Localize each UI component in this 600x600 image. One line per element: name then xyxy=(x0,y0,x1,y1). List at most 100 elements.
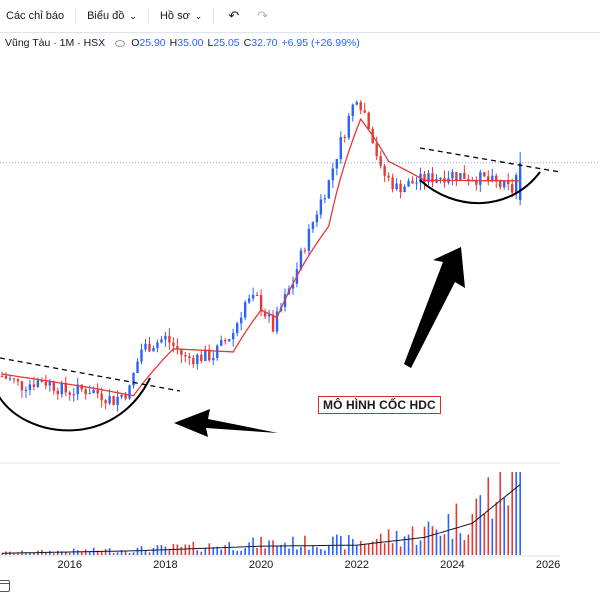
volume-bar xyxy=(204,547,207,555)
volume-bar xyxy=(499,472,502,555)
candle-body xyxy=(439,177,442,180)
candle-body xyxy=(239,317,243,324)
candle-body xyxy=(120,394,123,397)
chevron-down-icon: ⌄ xyxy=(129,10,137,21)
volume-bar xyxy=(391,543,394,555)
candle-body xyxy=(180,349,183,356)
candle-body xyxy=(363,110,366,113)
candle-body xyxy=(36,380,40,387)
volume-bar xyxy=(423,526,426,555)
volume-bar xyxy=(184,544,187,555)
candle-body xyxy=(307,229,311,251)
candle-body xyxy=(196,354,199,365)
symbol-label: Vũng Tàu · 1M · HSX xyxy=(5,37,106,49)
candle-body xyxy=(263,311,267,317)
undo-icon[interactable]: ↶ xyxy=(228,8,240,23)
volume-bar xyxy=(132,552,135,555)
volume-bar xyxy=(455,503,458,555)
volume-bar xyxy=(128,553,131,555)
candle-body xyxy=(347,115,350,138)
candle-body xyxy=(68,392,71,395)
volume-bar xyxy=(375,538,378,555)
volume-bar xyxy=(80,551,83,555)
candle-body xyxy=(104,400,107,404)
candle-body xyxy=(459,173,462,180)
close-value: 32.70 xyxy=(251,37,278,49)
candle-body xyxy=(267,314,271,317)
volume-bar xyxy=(483,513,486,555)
volume-bar xyxy=(45,552,47,555)
candle-body xyxy=(491,175,494,181)
candle-body xyxy=(403,186,406,193)
candle-body xyxy=(499,181,502,188)
chart-legend: Vũng Tàu · 1M · HSX O 25.90 H 35.00 L 25.05… xyxy=(5,35,360,51)
volume-bar xyxy=(395,530,398,555)
volume-bar xyxy=(196,550,199,555)
volume-bar xyxy=(447,513,450,555)
volume-bar xyxy=(312,545,314,555)
low-value: 25.05 xyxy=(213,37,240,49)
volume-bar xyxy=(343,549,346,555)
volume-bar xyxy=(136,547,139,555)
candle-body xyxy=(299,250,303,270)
low-label: L xyxy=(207,37,214,49)
candle-body xyxy=(399,183,402,193)
change-value: +6.95 (+26.99%) xyxy=(281,37,360,49)
candle-body xyxy=(60,383,63,395)
candle-body xyxy=(188,356,191,358)
candle-body xyxy=(247,298,251,303)
profile-button[interactable]: Hồ sơ ⌄ xyxy=(154,0,208,32)
toolbar-divider xyxy=(147,8,149,24)
redo-icon[interactable]: ↷ xyxy=(257,8,269,23)
candle-body xyxy=(20,381,24,391)
candlesticks xyxy=(0,100,522,412)
candle-body xyxy=(84,389,87,395)
candle-body xyxy=(451,172,454,179)
candle-body xyxy=(271,314,275,332)
candle-body xyxy=(375,143,378,157)
volume-bar xyxy=(232,549,234,555)
candle-body xyxy=(44,381,48,386)
candle-body xyxy=(303,250,307,252)
x-axis-tick-label: 2016 xyxy=(58,559,82,571)
candle-body xyxy=(235,323,239,334)
volume-bar xyxy=(479,495,482,555)
volume-bar xyxy=(240,550,242,555)
volume-bar xyxy=(427,521,430,555)
calendar-icon[interactable] xyxy=(0,580,10,592)
volume-bar xyxy=(29,552,31,555)
candle-body xyxy=(96,390,99,394)
volume-bar xyxy=(64,551,67,555)
volume-bar xyxy=(200,551,203,555)
volume-bar xyxy=(57,550,59,555)
candle-body xyxy=(56,390,60,395)
chart-type-label: Biểu đồ xyxy=(87,10,125,22)
candle-body xyxy=(339,137,343,160)
volume-bar xyxy=(188,544,191,555)
indicators-button[interactable]: Các chỉ báo xyxy=(0,0,70,32)
candle-body xyxy=(52,382,56,391)
volume-bar xyxy=(511,472,513,555)
toolbar-divider xyxy=(213,8,215,24)
volume-bar xyxy=(475,498,478,555)
volume-bar xyxy=(53,553,55,555)
volume-bar xyxy=(359,541,362,555)
toolbar-divider xyxy=(75,8,77,24)
volume-bar xyxy=(268,540,270,555)
volume-bar xyxy=(351,538,354,555)
volume-bar xyxy=(324,550,326,555)
candle-body xyxy=(255,295,259,297)
candle-body xyxy=(128,385,131,399)
chart-type-button[interactable]: Biểu đồ ⌄ xyxy=(81,0,143,32)
candle-body xyxy=(156,342,159,348)
candle-body xyxy=(487,176,490,181)
arrow-up-icon xyxy=(404,247,465,368)
volume-bar xyxy=(208,543,211,555)
candle-body xyxy=(220,340,223,346)
volume-bar xyxy=(320,549,322,555)
profile-label: Hồ sơ xyxy=(159,10,190,22)
candle-body xyxy=(503,180,506,188)
eye-icon[interactable] xyxy=(115,39,126,47)
candle-body xyxy=(168,335,171,343)
